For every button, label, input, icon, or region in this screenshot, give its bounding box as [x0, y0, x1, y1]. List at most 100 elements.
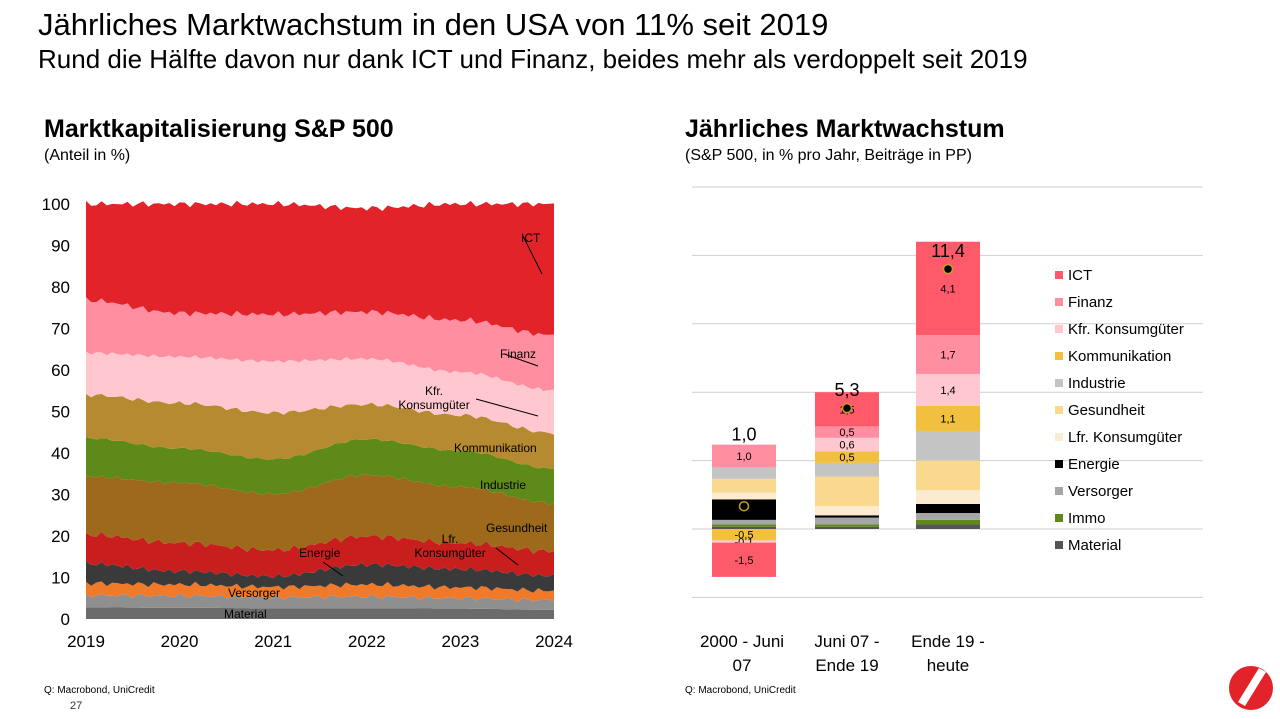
legend-swatch-energie	[1055, 460, 1063, 468]
bar-value-label: 0,5	[839, 452, 854, 464]
bar-lfr-konsumgueter	[712, 492, 776, 500]
legend-label-kommunikation: Kommunikation	[1068, 348, 1171, 365]
area-finanz	[86, 297, 554, 392]
label-leader-line	[503, 353, 539, 367]
bar-gesundheit	[916, 460, 980, 491]
bar-value-label: 1,4	[940, 385, 955, 397]
bar-kommunikation	[916, 405, 980, 431]
bar-energie	[815, 515, 879, 518]
legend-label-kfr-konsumgueter: Kfr. Konsumgüter	[1068, 321, 1184, 338]
left-chart-subtitle: (Anteil in %)	[44, 147, 131, 164]
x-tick-label: 2021	[254, 632, 292, 651]
legend-swatch-lfr-konsumgueter	[1055, 433, 1063, 441]
area-ict	[86, 200, 554, 336]
bar-material	[712, 526, 776, 529]
category-label: Juni 07 -	[814, 632, 879, 651]
bar-versorger	[815, 517, 879, 525]
x-tick-label: 2020	[161, 632, 199, 651]
bar-immo	[712, 524, 776, 527]
area-industrie	[86, 437, 554, 506]
bar-versorger	[712, 519, 776, 525]
category-label: Ende 19 -	[911, 632, 985, 651]
x-tick-label: 2023	[441, 632, 479, 651]
bar-ict	[712, 542, 776, 577]
y-tick-label: 0	[61, 610, 70, 629]
series-label-kommunikation: Kommunikation	[454, 441, 537, 455]
series-label-material: Material	[224, 607, 267, 621]
y-tick-label: 40	[51, 444, 70, 463]
bar-value-label: -1,5	[735, 555, 754, 567]
bar-value-label: 0,6	[839, 440, 854, 452]
bar-material	[815, 526, 879, 529]
x-tick-label: 2019	[67, 632, 105, 651]
legend-swatch-versorger	[1055, 487, 1063, 495]
page-subtitle: Rund die Hälfte davon nur dank ICT und F…	[38, 44, 1028, 74]
total-label: 5,3	[834, 380, 859, 400]
y-tick-label: 70	[51, 320, 70, 339]
area-kfr-konsumgueter	[86, 351, 554, 435]
legend-label-material: Material	[1068, 537, 1121, 554]
y-tick-label: 50	[51, 403, 70, 422]
legend-label-lfr-konsumgueter: Lfr. Konsumgüter	[1068, 429, 1182, 446]
y-tick-label: 20	[51, 527, 70, 546]
series-label-gesundheit: Gesundheit	[486, 521, 548, 535]
area-energie	[86, 561, 554, 593]
page-title: Jährliches Marktwachstum in den USA von …	[38, 7, 829, 42]
area-material	[86, 607, 554, 619]
bar-finanz	[712, 444, 776, 468]
y-tick-label: 60	[51, 361, 70, 380]
bar-ict	[916, 241, 980, 336]
y-tick-label: 90	[51, 237, 70, 256]
legend-swatch-material	[1055, 541, 1063, 549]
bar-industrie	[712, 467, 776, 479]
legend-swatch-finanz	[1055, 298, 1063, 306]
total-marker	[942, 263, 954, 275]
area-gesundheit	[86, 474, 554, 554]
y-tick-label: 10	[51, 569, 70, 588]
bar-kommunikation	[712, 529, 776, 541]
total-marker	[738, 500, 750, 512]
legend-label-versorger: Versorger	[1068, 483, 1133, 500]
bar-kfr-konsumgueter	[815, 437, 879, 452]
legend-label-ict: ICT	[1068, 267, 1092, 284]
category-label: 07	[733, 656, 752, 675]
y-tick-label: 100	[42, 195, 70, 214]
right-chart-subtitle: (S&P 500, in % pro Jahr, Beiträge in PP)	[685, 147, 972, 164]
bar-value-label: 4,1	[940, 283, 955, 295]
legend-label-gesundheit: Gesundheit	[1068, 402, 1146, 419]
bar-immo	[916, 519, 980, 525]
total-label: 11,4	[931, 241, 965, 261]
legend-label-energie: Energie	[1068, 456, 1120, 473]
bar-value-label: 1,7	[940, 350, 955, 362]
area-lfr-konsumgueter	[86, 531, 554, 579]
right-source-note: Q: Macrobond, UniCredit	[685, 685, 796, 696]
bar-lfr-konsumgueter	[916, 490, 980, 504]
bar-value-label: 1,0	[736, 451, 751, 463]
bar-value-label: 0,5	[839, 427, 854, 439]
y-tick-label: 30	[51, 486, 70, 505]
series-label-energie: Energie	[299, 546, 341, 560]
label-leader-line	[495, 547, 519, 566]
bar-finanz	[916, 335, 980, 374]
total-marker	[841, 402, 853, 414]
left-chart-title: Marktkapitalisierung S&P 500	[44, 115, 394, 143]
bar-lfr-konsumgueter	[815, 506, 879, 516]
x-tick-label: 2024	[535, 632, 573, 651]
bar-gesundheit	[815, 476, 879, 507]
legend-swatch-industrie	[1055, 379, 1063, 387]
label-leader-line	[475, 398, 539, 417]
legend-swatch-immo	[1055, 514, 1063, 522]
label-leader-line	[522, 235, 543, 275]
x-tick-label: 2022	[348, 632, 386, 651]
bar-material	[916, 524, 980, 529]
category-label: heute	[927, 656, 970, 675]
bar-immo	[815, 524, 879, 527]
area-kommunikation	[86, 393, 554, 470]
bar-energie	[916, 503, 980, 514]
bar-kommunikation	[815, 451, 879, 463]
legend-swatch-kfr-konsumgueter	[1055, 325, 1063, 333]
label-leader-line	[322, 561, 344, 577]
legend-swatch-kommunikation	[1055, 352, 1063, 360]
